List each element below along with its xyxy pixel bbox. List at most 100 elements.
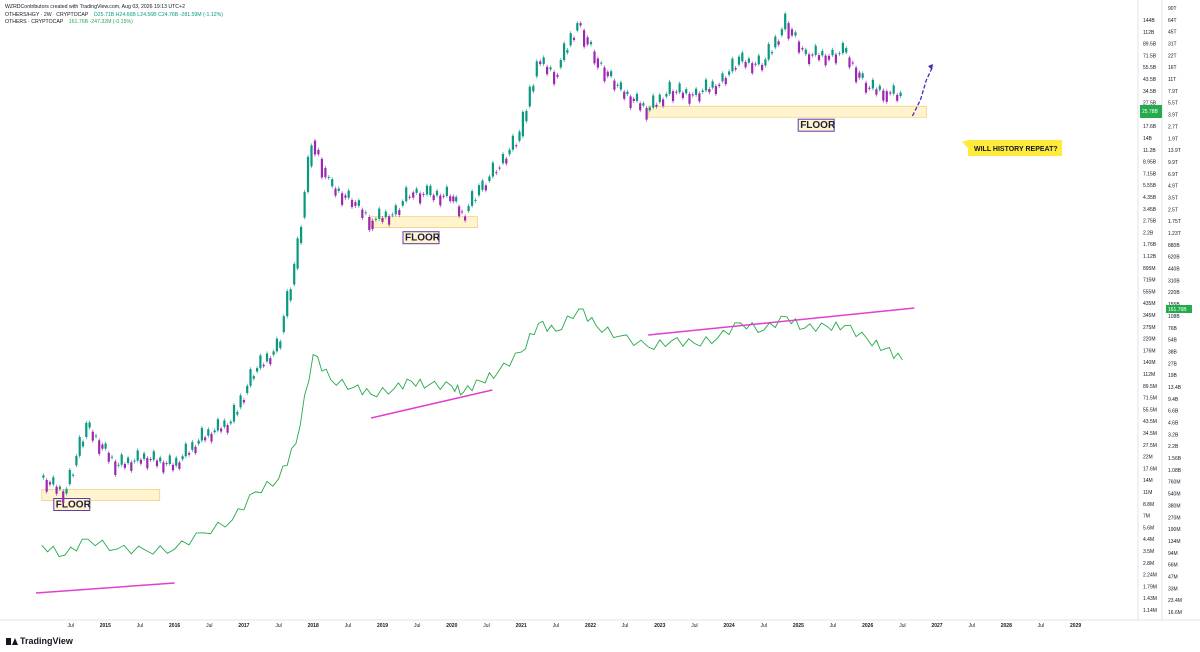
x-axis-tick: Jul (345, 623, 351, 629)
left-axis-tick: 8.8M (1143, 502, 1154, 508)
candle (589, 42, 593, 45)
right-axis-tick: 1.56B (1168, 456, 1182, 462)
right-axis-tick: 880B (1168, 243, 1180, 249)
candle (652, 95, 655, 108)
candle (518, 131, 521, 141)
candle (324, 168, 327, 178)
left-axis-tick: 895M (1143, 266, 1156, 272)
candle (200, 428, 203, 441)
x-axis-tick: 2015 (100, 623, 111, 629)
left-axis-tick: 3.5M (1143, 549, 1154, 555)
right-axis-tick: 3.9T (1168, 113, 1178, 119)
right-axis-tick: 11T (1168, 77, 1176, 83)
left-axis-tick: 1.12B (1143, 254, 1157, 260)
left-axis-tick: 715M (1143, 278, 1156, 284)
candle (341, 193, 344, 205)
candle (635, 93, 639, 101)
candle (600, 62, 603, 64)
candle (68, 470, 71, 485)
tradingview-logo-text: TradingView (20, 636, 73, 646)
candle (269, 358, 272, 365)
candle (861, 73, 864, 78)
candle (848, 57, 851, 68)
candle (405, 187, 408, 202)
x-axis-tick: Jul (553, 623, 559, 629)
candle (101, 444, 104, 449)
left-axis-tick: 5.55B (1143, 183, 1157, 189)
candle (889, 92, 892, 94)
candle (576, 23, 579, 31)
candle (429, 185, 432, 195)
candle (184, 443, 187, 457)
candle (62, 491, 65, 503)
candle (787, 23, 790, 39)
candle (55, 486, 58, 494)
candle (471, 191, 474, 206)
candle (344, 195, 347, 198)
candle (48, 482, 52, 485)
floor-zone (41, 489, 161, 501)
left-axis-tick: 34.5B (1143, 89, 1157, 95)
right-axis-tick: 16T (1168, 65, 1177, 71)
candle (797, 41, 801, 53)
candle (422, 194, 425, 195)
candle (821, 50, 824, 56)
x-axis-tick: Jul (830, 623, 836, 629)
projection-arrowhead (928, 64, 933, 70)
candle (104, 443, 107, 449)
support-trendline (648, 307, 915, 336)
candle (606, 71, 609, 77)
candle (42, 475, 45, 478)
candle (223, 420, 226, 427)
left-axis-tick: 140M (1143, 360, 1156, 366)
candle (412, 192, 415, 198)
candle (488, 176, 491, 181)
left-axis-tick: 14M (1143, 478, 1153, 484)
x-axis-tick: 2027 (931, 623, 942, 629)
candle (834, 54, 837, 64)
right-axis-tick: 270M (1168, 515, 1181, 521)
x-axis-tick: 2020 (446, 623, 457, 629)
candle (655, 104, 658, 107)
candle (85, 422, 88, 437)
candle (327, 177, 330, 178)
candle (256, 368, 259, 372)
left-axis-tick: 89.5B (1143, 42, 1157, 48)
price-badge-secondary-text: 161.76B (1168, 307, 1187, 313)
right-axis-tick: 16.6M (1168, 610, 1182, 616)
candle (272, 351, 275, 355)
candle (542, 57, 545, 65)
candle (458, 206, 461, 217)
left-axis-tick: 3.45B (1143, 207, 1157, 213)
right-axis-tick: 4.6B (1168, 421, 1179, 427)
candle (623, 91, 626, 99)
left-axis-tick: 22M (1143, 455, 1153, 461)
candle (885, 91, 888, 102)
candle (149, 459, 152, 460)
candle (754, 63, 757, 65)
candle (511, 135, 514, 150)
series1-ohlc: O25.71B H24.66B L24.56B C24.76B -281.59M… (93, 12, 223, 18)
x-axis-tick: Jul (137, 623, 143, 629)
series2-name: OTHERS · CRYPTOCAP (5, 19, 64, 25)
support-trendline (370, 389, 493, 419)
candle (868, 87, 871, 89)
candle (242, 400, 245, 403)
candle (794, 32, 797, 36)
left-axis-tick: 34.5M (1143, 431, 1157, 437)
candle (780, 29, 783, 36)
candle (306, 156, 310, 192)
candle (675, 91, 678, 93)
candle (425, 185, 429, 195)
series2-value: 161.76B -247.32M (-0.15%) (68, 19, 133, 25)
candle (279, 341, 282, 348)
candle (210, 433, 213, 442)
candle (432, 195, 435, 201)
candle (275, 338, 278, 352)
candle (439, 195, 442, 206)
right-axis-tick: 190M (1168, 527, 1181, 533)
candle (648, 107, 651, 111)
candle (139, 459, 142, 464)
candle (165, 463, 168, 465)
